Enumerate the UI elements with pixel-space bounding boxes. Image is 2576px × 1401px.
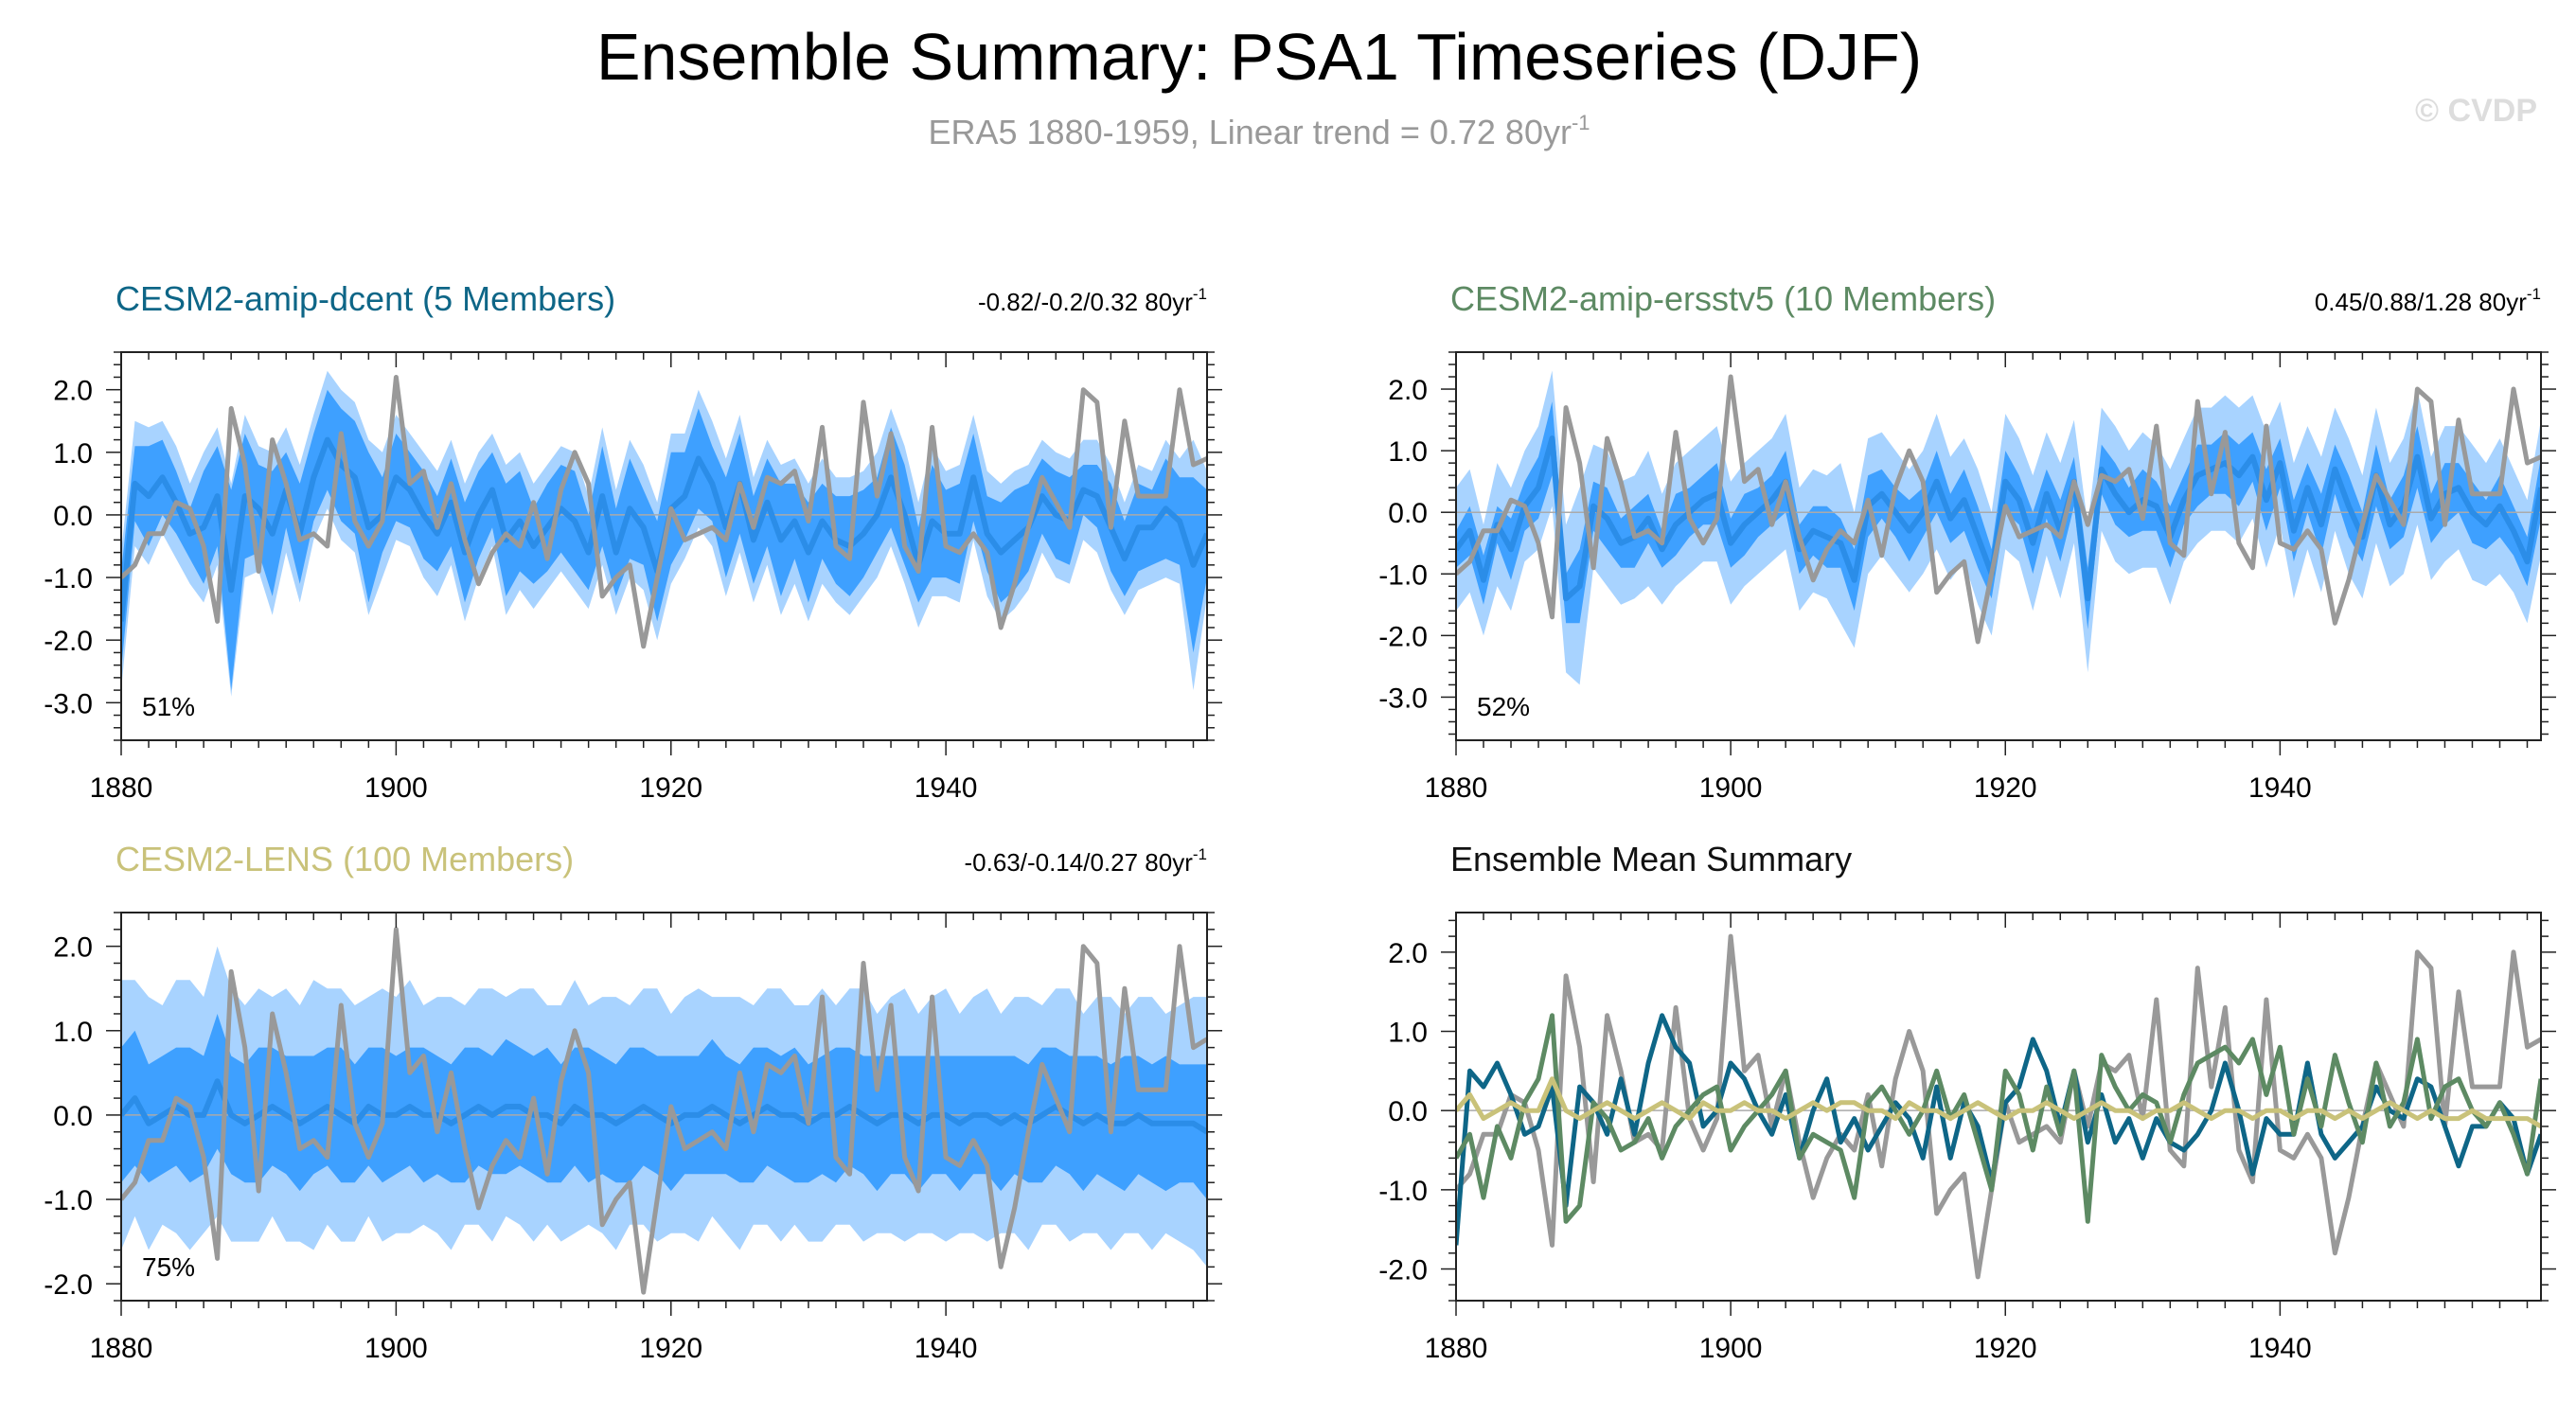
plot-frame	[120, 912, 1208, 1302]
x-tick-label: 1920	[1974, 1333, 2037, 1364]
plot-area	[1456, 933, 2541, 1280]
y-tick-label: 1.0	[53, 438, 93, 470]
y-tick-label: 2.0	[53, 376, 93, 407]
panel-dcent: 1880 1900 1920 1940 2.0 1.0 0.0 -1.0 -2.0 -3.0 CES…	[44, 279, 1222, 804]
y-tick-label: 2.0	[1388, 938, 1428, 969]
y-tick-label: -1.0	[1378, 1176, 1428, 1207]
x-tick-label: 1920	[639, 1333, 702, 1364]
x-tick-label: 1940	[915, 772, 978, 804]
observation-line	[1456, 374, 2541, 645]
plot-area	[121, 370, 1207, 697]
trend-values: 0.45/0.88/1.28 80yr-1	[2315, 285, 2541, 316]
observation-line	[121, 927, 1207, 1295]
y-tick-label: 0.0	[53, 501, 93, 532]
y-tick-label: 2.0	[1388, 375, 1428, 406]
x-tick-label: 1880	[1425, 1333, 1488, 1364]
percent-within-range: 52%	[1477, 692, 1530, 721]
plot-area	[1456, 370, 2541, 685]
y-tick-label: 1.0	[53, 1017, 93, 1048]
x-tick-label: 1900	[1699, 1333, 1763, 1364]
y-tick-label: 2.0	[53, 932, 93, 964]
x-tick-label: 1900	[364, 1333, 428, 1364]
observation-line	[121, 375, 1207, 649]
y-tick-label: 1.0	[1388, 1018, 1428, 1049]
panel-title: CESM2-amip-ersstv5 (10 Members)	[1450, 279, 1996, 318]
plot-frame	[120, 351, 1208, 741]
x-tick-label: 1940	[915, 1333, 978, 1364]
x-tick-label: 1880	[90, 1333, 153, 1364]
trend-values: -0.82/-0.2/0.32 80yr-1	[978, 285, 1207, 316]
x-tick-label: 1900	[364, 772, 428, 804]
y-tick-label: 1.0	[1388, 436, 1428, 468]
plot-area	[121, 927, 1207, 1295]
y-tick-label: -1.0	[44, 563, 93, 594]
y-tick-label: -3.0	[44, 688, 93, 719]
panel-title: Ensemble Mean Summary	[1450, 840, 1852, 878]
x-tick-label: 1940	[2248, 772, 2312, 804]
series-line-cesm2-amip-ersstv5	[1456, 1013, 2541, 1224]
panel-title: CESM2-amip-dcent (5 Members)	[115, 279, 615, 318]
x-tick-label: 1940	[2248, 1333, 2312, 1364]
trend-values: -0.63/-0.14/0.27 80yr-1	[964, 845, 1207, 877]
percent-within-range: 51%	[142, 692, 195, 721]
y-tick-label: -2.0	[1378, 621, 1428, 652]
plot-frame	[1455, 351, 2542, 741]
plot-frame	[1455, 912, 2542, 1302]
x-tick-label: 1920	[639, 772, 702, 804]
y-tick-label: -1.0	[1378, 559, 1428, 591]
y-tick-label: 0.0	[53, 1101, 93, 1132]
percent-within-range: 75%	[142, 1252, 195, 1282]
y-tick-label: 0.0	[1388, 1096, 1428, 1127]
x-tick-label: 1880	[1425, 772, 1488, 804]
ensemble-mean-line	[121, 1078, 1207, 1135]
y-tick-label: 0.0	[1388, 498, 1428, 529]
y-tick-label: -2.0	[44, 626, 93, 657]
y-tick-label: -2.0	[44, 1269, 93, 1301]
figure-title: Ensemble Summary: PSA1 Timeseries (DJF)	[596, 20, 1922, 94]
watermark: © CVDP	[2415, 93, 2537, 129]
x-tick-label: 1880	[90, 772, 153, 804]
panel-summary: 1880 1900 1920 1940 2.0 1.0 0.0 -1.0 -2.0 Ensembl…	[1378, 840, 2556, 1364]
panel-ersstv5: 1880 1900 1920 1940 2.0 1.0 0.0 -1.0 -2.0 -3.0 CES…	[1378, 279, 2556, 804]
x-tick-label: 1900	[1699, 772, 1763, 804]
y-tick-label: -2.0	[1378, 1255, 1428, 1286]
series-line-cesm2-lens	[1456, 1076, 2541, 1129]
panel-lens: 1880 1900 1920 1940 2.0 1.0 0.0 -1.0 -2.0 CESM2-L…	[44, 840, 1222, 1364]
y-tick-label: -1.0	[44, 1185, 93, 1216]
panel-title: CESM2-LENS (100 Members)	[115, 840, 574, 878]
figure-subtitle: ERA5 1880-1959, Linear trend = 0.72 80yr…	[928, 111, 1590, 151]
y-tick-label: -3.0	[1378, 683, 1428, 714]
x-tick-label: 1920	[1974, 772, 2037, 804]
